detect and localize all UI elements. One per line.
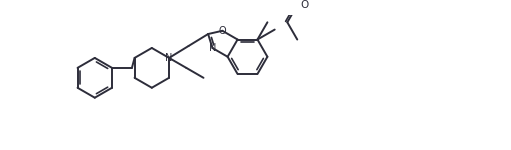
Text: O: O [300,0,308,10]
Text: N: N [209,43,216,53]
Text: O: O [219,26,226,36]
Text: N: N [166,53,173,63]
